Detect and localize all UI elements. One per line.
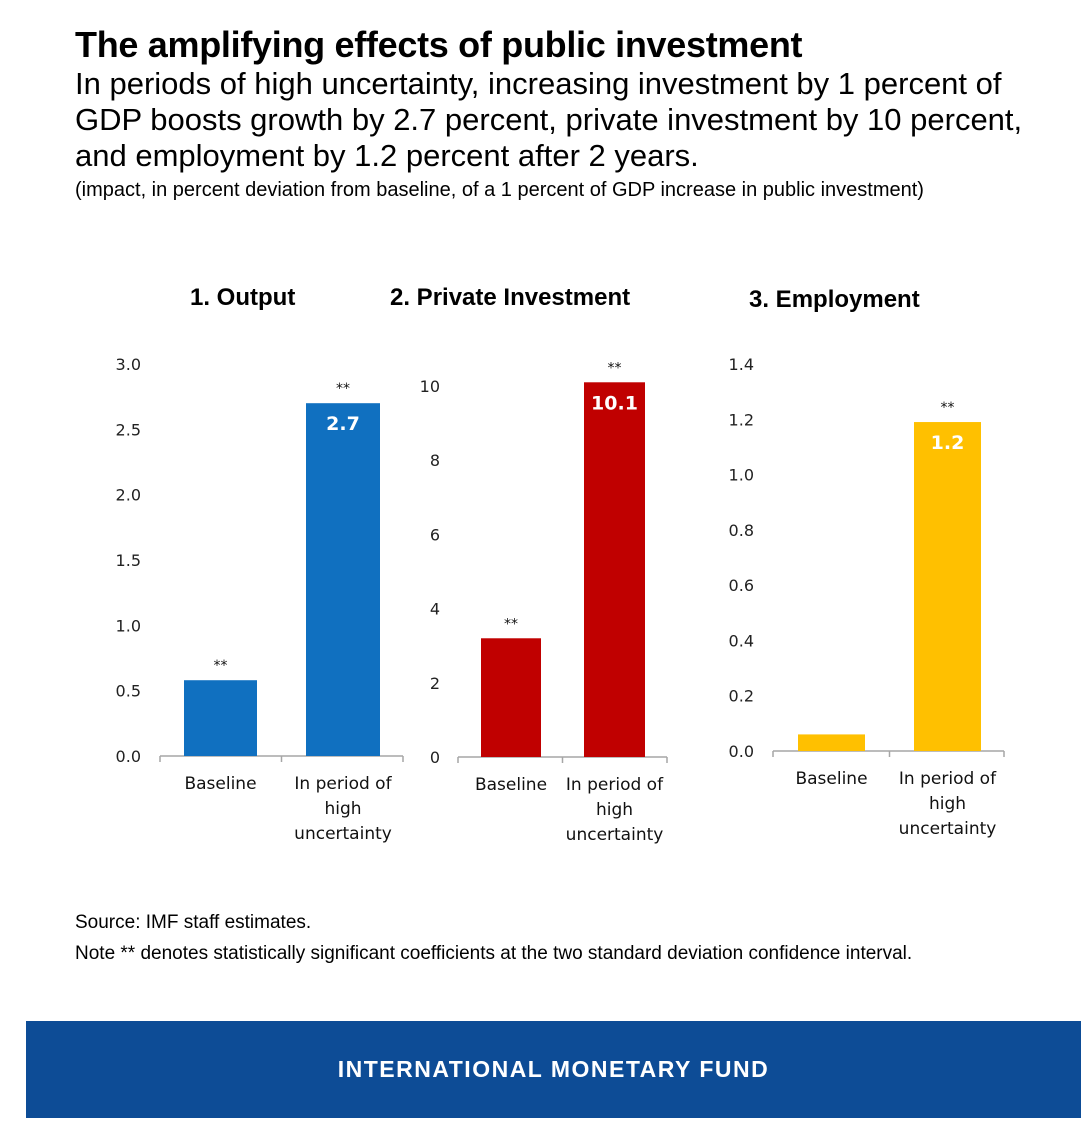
employment-category-label: uncertainty <box>899 819 997 839</box>
output-category-label: In period of <box>294 774 392 794</box>
employment-data-label: 1.2 <box>931 432 965 454</box>
private-investment-ytick-label: 2 <box>430 674 440 693</box>
employment-ytick-label: 0.8 <box>729 521 754 540</box>
employment-ytick-label: 0.6 <box>729 576 754 595</box>
employment-bar-high-uncertainty <box>914 422 981 751</box>
employment-ytick-label: 1.2 <box>729 410 754 429</box>
output-ytick-label: 0.5 <box>116 682 141 701</box>
employment-ytick-label: 1.4 <box>729 355 754 374</box>
output-bar-high-uncertainty <box>306 403 380 756</box>
private-investment-category-label: In period of <box>566 775 664 795</box>
output-ytick-label: 1.0 <box>116 616 141 635</box>
output-significance-marker: ** <box>214 658 228 674</box>
employment-bar-baseline <box>798 734 865 751</box>
private-investment-data-label: 10.1 <box>591 392 638 414</box>
output-category-label: Baseline <box>184 774 256 794</box>
private-investment-category-label: Baseline <box>475 775 547 795</box>
employment-significance-marker: ** <box>941 400 955 416</box>
output-ytick-label: 3.0 <box>116 355 141 374</box>
units-note: (impact, in percent deviation from basel… <box>75 179 924 201</box>
significance-note: Note ** denotes statistically significan… <box>75 943 913 964</box>
private-investment-ytick-label: 6 <box>430 525 440 544</box>
source-note: Source: IMF staff estimates. <box>75 912 312 933</box>
private-investment-ytick-label: 4 <box>430 600 440 619</box>
employment-ytick-label: 0.2 <box>729 687 754 706</box>
panel-title-employment: 3. Employment <box>749 286 920 313</box>
output-ytick-label: 2.0 <box>116 486 141 505</box>
chart-title: The amplifying effects of public investm… <box>75 24 803 65</box>
output-category-label: high <box>324 799 361 819</box>
private-investment-category-label: high <box>596 800 633 820</box>
output-ytick-label: 0.0 <box>116 747 141 766</box>
private-investment-ytick-label: 10 <box>420 377 440 396</box>
employment-ytick-label: 1.0 <box>729 466 754 485</box>
private-investment-ytick-label: 8 <box>430 451 440 470</box>
private-investment-bar-high-uncertainty <box>584 382 645 757</box>
output-significance-marker: ** <box>336 381 350 397</box>
private-investment-category-label: uncertainty <box>566 825 664 845</box>
imf-banner-label: INTERNATIONAL MONETARY FUND <box>337 1056 770 1082</box>
chart-subtitle: In periods of high uncertainty, increasi… <box>75 66 1023 173</box>
imf-banner: INTERNATIONAL MONETARY FUND <box>26 1021 1081 1118</box>
output-category-label: uncertainty <box>294 824 392 844</box>
private-investment-ytick-label: 0 <box>430 748 440 767</box>
output-ytick-label: 1.5 <box>116 551 141 570</box>
output-bar-baseline <box>184 680 257 756</box>
employment-category-label: high <box>929 794 966 814</box>
employment-ytick-label: 0.0 <box>729 742 754 761</box>
output-data-label: 2.7 <box>326 413 360 435</box>
employment-category-label: In period of <box>899 769 997 789</box>
panel-title-private-investment: 2. Private Investment <box>390 284 631 311</box>
private-investment-bar-baseline <box>481 638 541 757</box>
private-investment-significance-marker: ** <box>504 616 518 632</box>
panel-title-output: 1. Output <box>190 284 296 311</box>
employment-ytick-label: 0.4 <box>729 631 754 650</box>
private-investment-significance-marker: ** <box>608 360 622 376</box>
employment-category-label: Baseline <box>795 769 867 789</box>
output-ytick-label: 2.5 <box>116 420 141 439</box>
charts-canvas: 0.0 0.5 1.0 1.5 2.0 2.5 3.0 ** Baseline ** 2.7 In p… <box>116 355 1005 845</box>
